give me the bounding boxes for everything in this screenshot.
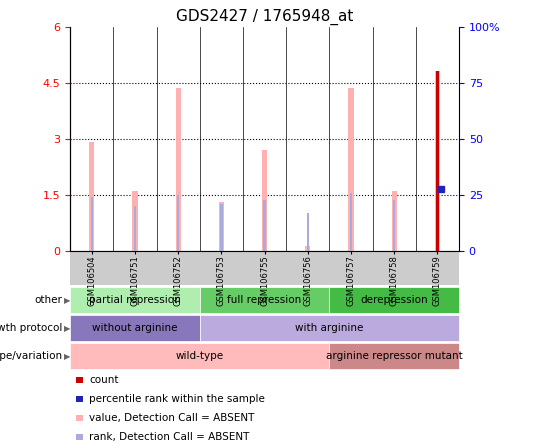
- Text: ▶: ▶: [64, 324, 70, 333]
- Bar: [305, 246, 310, 251]
- Bar: [262, 150, 267, 251]
- Text: arginine repressor mutant: arginine repressor mutant: [326, 351, 463, 361]
- Bar: [177, 195, 179, 251]
- Bar: [89, 143, 94, 251]
- Bar: [176, 88, 181, 251]
- Text: ▶: ▶: [64, 296, 70, 305]
- Bar: [393, 200, 395, 251]
- Text: full repression: full repression: [227, 295, 302, 305]
- Bar: [307, 214, 309, 251]
- Bar: [392, 191, 397, 251]
- Bar: [219, 202, 224, 251]
- Text: other: other: [34, 295, 62, 305]
- Bar: [91, 197, 93, 251]
- Bar: [134, 206, 136, 251]
- Title: GDS2427 / 1765948_at: GDS2427 / 1765948_at: [176, 9, 353, 25]
- Bar: [132, 191, 138, 251]
- Text: with arginine: with arginine: [295, 323, 363, 333]
- Text: partial repression: partial repression: [89, 295, 181, 305]
- Bar: [348, 88, 354, 251]
- Text: percentile rank within the sample: percentile rank within the sample: [89, 394, 265, 404]
- Bar: [264, 200, 266, 251]
- Text: ▶: ▶: [64, 352, 70, 361]
- Text: value, Detection Call = ABSENT: value, Detection Call = ABSENT: [89, 413, 254, 423]
- Text: rank, Detection Call = ABSENT: rank, Detection Call = ABSENT: [89, 432, 249, 442]
- Bar: [436, 189, 438, 251]
- Text: derepression: derepression: [360, 295, 428, 305]
- Bar: [436, 71, 439, 251]
- Bar: [350, 193, 352, 251]
- Text: count: count: [89, 375, 119, 385]
- Text: growth protocol: growth protocol: [0, 323, 62, 333]
- Text: without arginine: without arginine: [92, 323, 178, 333]
- Text: genotype/variation: genotype/variation: [0, 351, 62, 361]
- Bar: [220, 204, 222, 251]
- Text: wild-type: wild-type: [176, 351, 224, 361]
- Bar: [435, 71, 440, 251]
